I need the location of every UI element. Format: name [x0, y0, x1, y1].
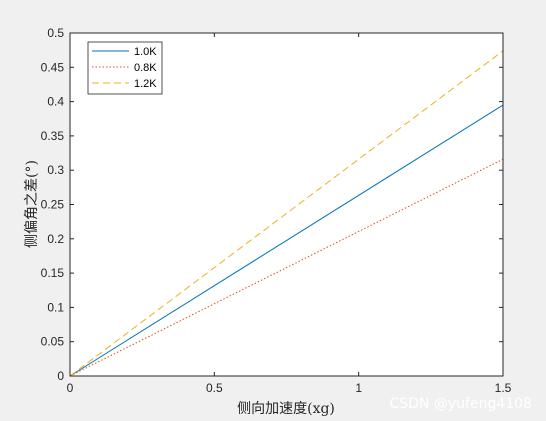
x-tick-label: 0.5 [206, 381, 223, 395]
y-tick-label: 0.1 [47, 300, 64, 314]
ticks-layer: 0 0.5 1 1.5 0 0.05 0.1 0.15 0.2 0.25 0.3 0.35 0.4 0.4… [41, 26, 512, 395]
series-layer [69, 50, 504, 377]
legend-label: 1.2K [134, 78, 157, 90]
x-axis-label: 侧向加速度(xg) [237, 401, 335, 417]
series-line-1.0K [69, 104, 504, 377]
series-line-0.8K [69, 158, 504, 377]
legend-label: 1.0K [134, 46, 157, 58]
legend: 1.0K 0.8K 1.2K [87, 41, 163, 95]
y-tick-label: 0.25 [41, 198, 65, 212]
y-tick-label: 0 [57, 369, 64, 383]
y-tick-label: 0.35 [41, 129, 65, 143]
x-tick-label: 1 [355, 381, 362, 395]
watermark: CSDN @yufeng4108 [390, 396, 532, 412]
y-tick-label: 0.2 [47, 232, 64, 246]
x-tick-label: 1.5 [495, 381, 512, 395]
y-tick-label: 0.5 [47, 26, 64, 40]
y-tick-label: 0.15 [41, 266, 65, 280]
series-line-1.2K [69, 50, 504, 377]
x-tick-label: 0 [67, 381, 74, 395]
legend-label: 0.8K [134, 62, 157, 74]
y-axis-label: 侧偏角之差(°) [24, 160, 40, 248]
y-tick-label: 0.3 [47, 163, 64, 177]
y-tick-label: 0.4 [47, 95, 64, 109]
y-tick-label: 0.05 [41, 335, 65, 349]
y-tick-label: 0.45 [41, 60, 65, 74]
